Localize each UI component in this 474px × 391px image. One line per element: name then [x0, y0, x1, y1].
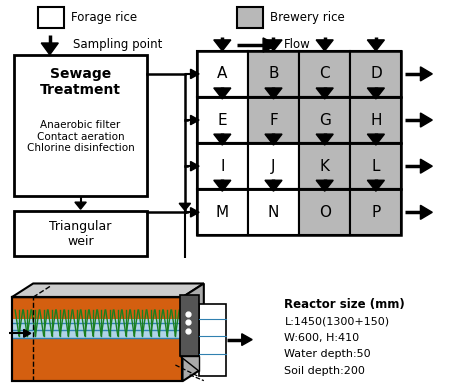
Bar	[12, 297, 182, 381]
Polygon shape	[180, 285, 195, 295]
Bar	[199, 304, 226, 376]
Text: N: N	[268, 205, 279, 220]
Polygon shape	[214, 40, 231, 51]
Text: Sewage
Treatment: Sewage Treatment	[40, 67, 121, 97]
Bar	[197, 189, 401, 235]
Bar	[350, 97, 401, 143]
Polygon shape	[214, 180, 231, 191]
Bar	[14, 211, 147, 256]
Bar	[248, 189, 299, 235]
Bar	[12, 319, 182, 337]
Text: F: F	[269, 113, 278, 127]
Text: B: B	[268, 66, 279, 81]
Polygon shape	[41, 43, 58, 55]
Bar	[197, 97, 248, 143]
Bar	[248, 51, 299, 97]
Polygon shape	[214, 88, 231, 99]
Text: Anaerobic filter
Contact aeration
Chlorine disinfection: Anaerobic filter Contact aeration Chlori…	[27, 120, 135, 153]
Bar	[350, 143, 401, 189]
Polygon shape	[367, 40, 384, 51]
Bar	[248, 143, 299, 189]
Text: Water depth:50: Water depth:50	[284, 349, 371, 359]
Text: Brewery rice: Brewery rice	[270, 11, 345, 24]
Text: J: J	[271, 159, 276, 174]
Polygon shape	[316, 40, 333, 51]
Text: P: P	[371, 205, 381, 220]
Polygon shape	[265, 134, 282, 145]
Polygon shape	[191, 115, 199, 125]
Polygon shape	[316, 88, 333, 99]
Bar	[299, 51, 350, 97]
Polygon shape	[420, 159, 432, 173]
Bar	[12, 297, 182, 381]
Polygon shape	[265, 40, 282, 51]
Text: Triangular
weir: Triangular weir	[49, 220, 112, 248]
Bar	[14, 55, 147, 196]
Bar	[197, 189, 248, 235]
Text: E: E	[218, 113, 227, 127]
Polygon shape	[12, 283, 204, 297]
Bar	[197, 51, 248, 97]
Bar	[299, 143, 350, 189]
Polygon shape	[263, 38, 277, 52]
Polygon shape	[316, 180, 333, 191]
Bar	[197, 51, 401, 97]
Bar	[299, 189, 350, 235]
Text: L: L	[372, 159, 380, 174]
Polygon shape	[180, 356, 199, 371]
Polygon shape	[367, 180, 384, 191]
Bar	[350, 51, 401, 97]
Polygon shape	[191, 69, 199, 79]
Polygon shape	[214, 134, 231, 145]
Bar	[180, 296, 199, 356]
Polygon shape	[367, 88, 384, 99]
Text: Soil depth:200: Soil depth:200	[284, 366, 365, 376]
Polygon shape	[24, 329, 31, 337]
Text: A: A	[217, 66, 228, 81]
Bar	[38, 7, 64, 29]
Polygon shape	[420, 67, 432, 81]
Text: Forage rice: Forage rice	[71, 11, 137, 24]
Text: K: K	[319, 159, 330, 174]
Polygon shape	[265, 180, 282, 191]
Bar	[299, 97, 350, 143]
Polygon shape	[367, 134, 384, 145]
Bar	[237, 7, 263, 29]
Polygon shape	[191, 161, 199, 171]
Text: C: C	[319, 66, 330, 81]
Bar	[197, 143, 401, 189]
Text: L:1450(1300+150): L:1450(1300+150)	[284, 316, 390, 326]
Text: W:600, H:410: W:600, H:410	[284, 333, 359, 343]
Text: Reactor size (mm): Reactor size (mm)	[284, 298, 405, 312]
Text: G: G	[319, 113, 331, 127]
Text: M: M	[216, 205, 229, 220]
Polygon shape	[316, 134, 333, 145]
Polygon shape	[420, 205, 432, 219]
Bar	[197, 143, 248, 189]
Bar	[350, 189, 401, 235]
Text: D: D	[370, 66, 382, 81]
Bar	[197, 97, 401, 143]
Text: Sampling point: Sampling point	[73, 38, 163, 52]
Polygon shape	[265, 88, 282, 99]
Polygon shape	[179, 203, 191, 210]
Polygon shape	[242, 334, 252, 346]
Text: H: H	[370, 113, 382, 127]
Text: Flow: Flow	[283, 38, 310, 52]
Bar	[248, 97, 299, 143]
Polygon shape	[182, 283, 204, 381]
Text: O: O	[319, 205, 331, 220]
Text: I: I	[220, 159, 225, 174]
Polygon shape	[191, 208, 199, 217]
Polygon shape	[420, 113, 432, 127]
Polygon shape	[75, 202, 86, 209]
